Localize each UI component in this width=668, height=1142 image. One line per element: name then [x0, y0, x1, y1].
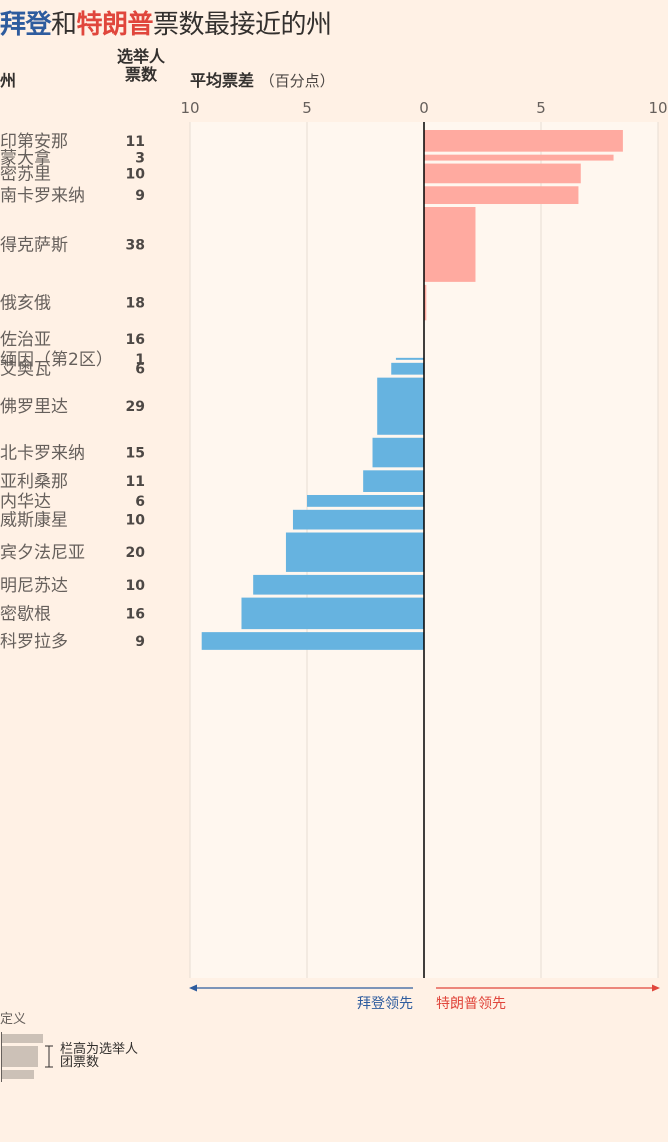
bar-trump — [424, 154, 614, 161]
ev-value-label: 11 — [126, 134, 145, 150]
ev-header-line2: 票数 — [124, 65, 157, 84]
bar-biden — [307, 494, 424, 507]
state-name-label: 缅因（第2区） — [0, 350, 113, 370]
ev-value-label: 16 — [126, 332, 145, 348]
state-name-label: 明尼苏达 — [0, 576, 68, 596]
trump-lead-label: 特朗普领先 — [436, 996, 506, 1012]
state-name-label: 科罗拉多 — [0, 632, 68, 652]
x-tick-label: 10 — [180, 99, 199, 117]
ev-value-label: 10 — [126, 513, 146, 529]
ev-value-label: 18 — [126, 296, 145, 312]
ev-value-label: 16 — [126, 606, 145, 622]
state-name-label: 北卡罗来纳 — [0, 444, 85, 464]
state-name-label: 亚利桑那 — [0, 472, 68, 492]
title-rest: 票数最接近的州 — [153, 10, 332, 40]
bar-biden — [363, 470, 424, 492]
bar-trump — [424, 163, 581, 184]
ev-value-label: 1 — [135, 352, 145, 368]
bar-biden — [391, 362, 424, 375]
bar-trump — [424, 186, 579, 205]
x-tick-label: 5 — [536, 99, 546, 117]
state-name-label: 内华达 — [0, 492, 51, 512]
ev-value-label: 9 — [135, 634, 145, 650]
bar-biden — [285, 532, 424, 572]
bar-biden — [292, 509, 424, 530]
ev-value-label: 20 — [126, 545, 146, 561]
legend-bars — [1, 1032, 43, 1082]
ev-value-label: 29 — [126, 399, 145, 415]
bar-biden — [201, 632, 424, 650]
legend-text: 栏高为选举人团票数 — [60, 1042, 139, 1070]
bar-biden — [253, 574, 424, 595]
state-name-label: 艾奥瓦 — [0, 360, 51, 380]
bar-biden — [372, 437, 424, 468]
biden-lead-label: 拜登领先 — [357, 996, 413, 1012]
ev-value-label: 9 — [135, 188, 145, 204]
state-name-label: 威斯康星 — [0, 511, 68, 531]
state-name-label: 得克萨斯 — [0, 235, 68, 255]
bar-biden — [377, 377, 424, 435]
ev-header-line1: 选举人 — [116, 47, 165, 66]
chart-title: 拜登和特朗普票数最接近的州 — [0, 4, 332, 41]
state-column-header: 州 — [0, 71, 17, 90]
ev-value-label: 10 — [126, 166, 146, 182]
margin-column-header: 平均票差 （百分点） — [190, 67, 335, 91]
x-tick-label: 10 — [648, 99, 667, 117]
margin-header: 平均票差 — [190, 71, 255, 90]
state-name-label: 佛罗里达 — [0, 397, 68, 417]
state-name-label: 密苏里 — [0, 164, 51, 184]
state-name-label: 密歇根 — [0, 604, 51, 624]
ev-value-label: 3 — [135, 151, 145, 167]
bar-biden — [241, 597, 424, 630]
ev-value-label: 6 — [135, 494, 145, 510]
bars — [201, 130, 623, 650]
state-name-label: 佐治亚 — [0, 330, 51, 350]
state-name-label: 印第安那 — [0, 132, 68, 152]
bar-trump — [424, 207, 476, 282]
ev-value-label: 6 — [135, 362, 145, 378]
bar-biden — [395, 357, 424, 360]
trump-lead-arrow — [436, 984, 660, 992]
title-trump: 特朗普 — [76, 10, 154, 40]
state-name-label: 南卡罗来纳 — [0, 186, 85, 206]
bar-trump — [424, 284, 427, 321]
x-axis-ticks: 10 5 0 5 10 — [180, 99, 667, 117]
bar-trump — [424, 130, 623, 152]
x-tick-label: 5 — [302, 99, 312, 117]
x-tick-label: 0 — [419, 99, 429, 117]
legend-title: 定义 — [0, 1012, 27, 1027]
title-and: 和 — [51, 10, 77, 40]
state-name-label: 俄亥俄 — [0, 294, 51, 314]
margin-unit: （百分点） — [259, 72, 335, 90]
title-biden: 拜登 — [0, 10, 52, 40]
biden-lead-arrow — [189, 984, 413, 992]
ev-value-label: 10 — [126, 578, 146, 594]
ev-value-label: 38 — [126, 237, 145, 253]
ev-value-label: 15 — [126, 446, 145, 462]
state-name-label: 蒙大拿 — [0, 148, 51, 169]
ev-column-header: 选举人 票数 — [110, 48, 172, 84]
state-name-label: 宾夕法尼亚 — [0, 543, 85, 563]
ev-value-label: 11 — [126, 474, 145, 490]
legend-bracket — [45, 1045, 53, 1068]
